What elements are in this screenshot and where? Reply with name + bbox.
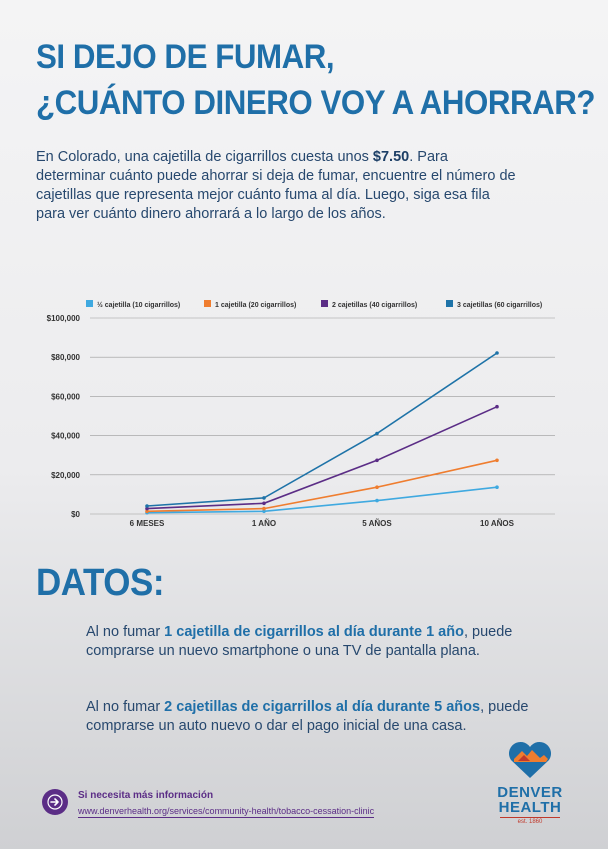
legend-swatch — [204, 300, 211, 307]
arrow-right-icon[interactable] — [42, 789, 68, 815]
fact-1-post: , puede comprarse un nuevo smartphone o … — [86, 624, 513, 659]
data-point — [375, 458, 379, 463]
legend-swatch — [321, 300, 328, 307]
y-tick-label: $20,000 — [51, 471, 80, 480]
logo-line-2: HEALTH — [498, 799, 562, 816]
series-line-4 — [146, 352, 498, 507]
data-point — [145, 504, 149, 508]
info-link[interactable]: www.denverhealth.org/services/community-… — [78, 806, 375, 818]
fact-1: Al no fumar 1 cajetilla de cigarrillos a… — [86, 623, 566, 661]
data-point — [262, 506, 266, 511]
legend-label: 1 cajetilla (20 cigarrillos) — [215, 302, 296, 309]
data-point — [495, 404, 499, 409]
fact-1-bold: 1 cajetilla de cigarrillos al día durant… — [164, 624, 464, 640]
y-tick-label: $40,000 — [51, 432, 80, 441]
data-point — [262, 501, 266, 506]
intro-text-1: En Colorado, una cajetilla de cigarrillo… — [36, 149, 373, 165]
data-point — [375, 431, 379, 436]
legend-swatch — [86, 300, 93, 307]
legend-label: ½ cajetilla (10 cigarrillos) — [97, 301, 180, 309]
fact-2-bold: 2 cajetillas de cigarrillos al día duran… — [164, 699, 481, 715]
fact-2: Al no fumar 2 cajetillas de cigarrillos … — [86, 698, 566, 736]
x-tick-label: 10 AÑOS — [480, 519, 515, 528]
savings-line-chart: ½ cajetilla (10 cigarrillos) 1 cajetilla … — [47, 300, 555, 528]
fact-1-pre: Al no fumar — [86, 624, 165, 640]
title-line-2: ¿CUÁNTO DINERO VOY A AHORRAR? — [36, 84, 595, 122]
series-line-1 — [146, 486, 498, 514]
datos-heading: DATOS: — [36, 562, 165, 604]
fact-2-post: , puede comprarse un auto nuevo o dar el… — [86, 699, 529, 734]
series-line-3 — [146, 405, 498, 510]
denver-health-logo: DENVER HEALTH est. 1860 — [490, 740, 570, 825]
y-tick-label: $0 — [71, 510, 80, 519]
y-tick-label: $60,000 — [51, 392, 80, 401]
data-point — [495, 351, 499, 355]
intro-price: $7.50 — [372, 149, 410, 165]
data-point — [495, 485, 499, 489]
logo-est: est. 1860 — [500, 817, 560, 825]
logo-line-1: DENVER — [497, 784, 563, 801]
legend-label: 3 cajetillas (60 cigarrillos) — [457, 302, 542, 309]
series-line-2 — [146, 459, 498, 513]
data-point — [375, 485, 379, 489]
data-point — [145, 509, 149, 514]
heart-mountain-icon — [508, 741, 552, 778]
x-tick-label: 6 MESES — [130, 519, 165, 528]
info-title: Si necesita más información — [78, 790, 214, 801]
data-point — [262, 509, 266, 514]
legend-swatch — [446, 300, 453, 307]
x-tick-label: 5 AÑOS — [362, 519, 392, 528]
data-point — [495, 458, 499, 463]
y-tick-label: $80,000 — [51, 353, 80, 362]
y-tick-label: $100,000 — [47, 314, 81, 323]
page-title: SI DEJO DE FUMAR, ¿CUÁNTO DINERO VOY A A… — [36, 34, 595, 126]
title-line-1: SI DEJO DE FUMAR, — [36, 38, 335, 76]
data-point — [145, 506, 149, 511]
intro-paragraph: En Colorado, una cajetilla de cigarrillo… — [36, 148, 516, 224]
data-point — [375, 498, 379, 503]
fact-2-pre: Al no fumar — [86, 699, 165, 715]
data-point — [262, 496, 266, 500]
x-tick-label: 1 AÑO — [252, 519, 276, 528]
legend-label: 2 cajetillas (40 cigarrillos) — [332, 302, 417, 309]
intro-text-2: . Para determinar cuánto puede ahorrar s… — [36, 149, 516, 222]
